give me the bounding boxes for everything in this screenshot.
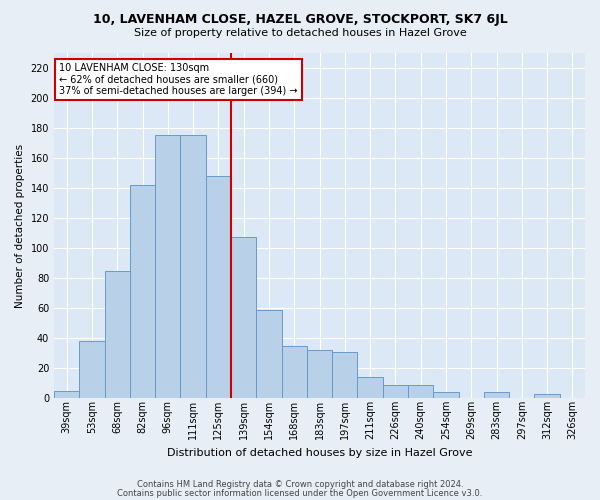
Text: Contains HM Land Registry data © Crown copyright and database right 2024.: Contains HM Land Registry data © Crown c…: [137, 480, 463, 489]
Bar: [484, 392, 509, 398]
Y-axis label: Number of detached properties: Number of detached properties: [15, 144, 25, 308]
Bar: [281, 346, 307, 399]
Text: Contains public sector information licensed under the Open Government Licence v3: Contains public sector information licen…: [118, 488, 482, 498]
Bar: [383, 385, 408, 398]
Bar: [535, 394, 560, 398]
Bar: [408, 385, 433, 398]
X-axis label: Distribution of detached houses by size in Hazel Grove: Distribution of detached houses by size …: [167, 448, 472, 458]
Text: Size of property relative to detached houses in Hazel Grove: Size of property relative to detached ho…: [134, 28, 466, 38]
Bar: [79, 342, 104, 398]
Bar: [206, 176, 231, 398]
Bar: [130, 185, 155, 398]
Bar: [332, 352, 358, 399]
Bar: [307, 350, 332, 399]
Bar: [358, 378, 383, 398]
Bar: [104, 270, 130, 398]
Bar: [433, 392, 458, 398]
Text: 10, LAVENHAM CLOSE, HAZEL GROVE, STOCKPORT, SK7 6JL: 10, LAVENHAM CLOSE, HAZEL GROVE, STOCKPO…: [92, 12, 508, 26]
Bar: [155, 135, 181, 398]
Bar: [54, 391, 79, 398]
Bar: [256, 310, 281, 398]
Bar: [231, 238, 256, 398]
Bar: [181, 135, 206, 398]
Text: 10 LAVENHAM CLOSE: 130sqm
← 62% of detached houses are smaller (660)
37% of semi: 10 LAVENHAM CLOSE: 130sqm ← 62% of detac…: [59, 63, 298, 96]
